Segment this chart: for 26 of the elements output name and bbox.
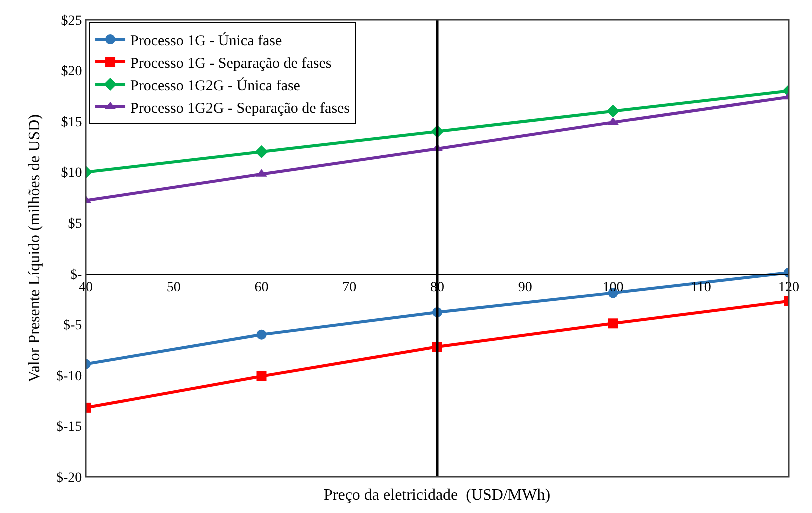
legend-label: Processo 1G - Separação de fases — [130, 56, 332, 72]
point — [256, 330, 267, 340]
y-tick-label: $-15 — [56, 420, 82, 436]
point — [606, 104, 620, 118]
x-axis-title: Preço da eletricidade (USD/MWh) — [324, 487, 551, 504]
x-tick-label: 60 — [254, 280, 269, 296]
point — [256, 371, 267, 382]
y-tick-label: $5 — [68, 217, 82, 232]
y-tick-label: $-20 — [56, 470, 82, 486]
y-tick-label: $- — [70, 268, 83, 283]
y-axis-title: Valor Presente Líquido (milhões de USD) — [26, 114, 44, 382]
point — [608, 318, 618, 329]
y-tick-label: $15 — [61, 115, 82, 130]
y-tick-label: $-5 — [64, 318, 82, 334]
y-tick-label: $20 — [61, 64, 82, 80]
x-tick-label: 90 — [518, 280, 532, 296]
legend-label: Processo 1G2G - Separação de fases — [130, 100, 350, 117]
x-tick-label: 50 — [166, 280, 181, 296]
x-tick-label: 70 — [342, 280, 357, 296]
x-tick-label: 110 — [690, 280, 712, 296]
y-tick-label: $-10 — [56, 369, 82, 384]
point — [255, 146, 268, 159]
legend-label: Processo 1G - Única fase — [130, 32, 282, 50]
y-tick-label: $25 — [61, 14, 82, 29]
y-tick-label: $10 — [61, 166, 82, 182]
legend-label: Processo 1G2G - Única fase — [130, 77, 301, 94]
